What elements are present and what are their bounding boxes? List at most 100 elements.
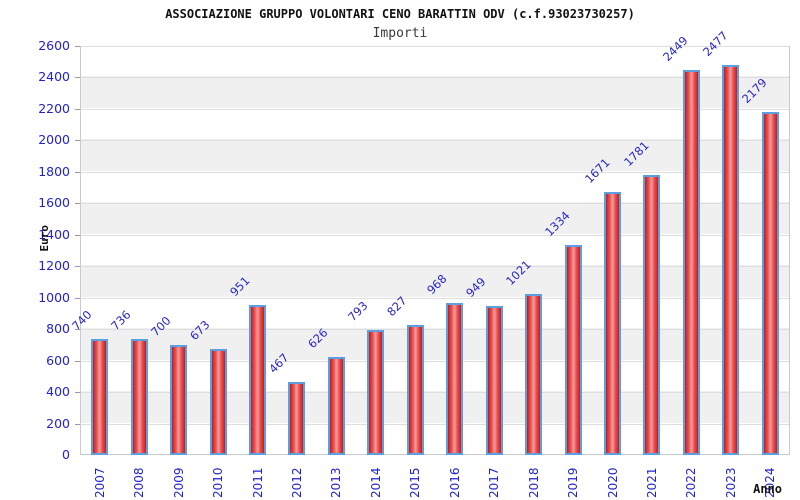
y-tick-mark (75, 392, 80, 394)
x-axis-label: Anno (753, 482, 782, 496)
gridline (81, 266, 789, 268)
y-axis-label: Euro (38, 224, 51, 252)
x-tick-label: 2012 (288, 462, 306, 498)
bar (682, 69, 700, 455)
y-tick-label: 600 (46, 352, 70, 368)
y-tick-label: 1200 (38, 258, 70, 274)
bar (485, 305, 503, 455)
x-tick-label-text: 2010 (211, 467, 226, 498)
y-tick-mark (75, 171, 80, 173)
y-tick-label: 2600 (38, 38, 70, 53)
x-tick-label-text: 2016 (447, 467, 462, 498)
y-tick-mark (75, 423, 80, 425)
bar (130, 339, 148, 455)
bar (209, 349, 227, 455)
gridline (81, 77, 789, 79)
x-tick-label-text: 2013 (329, 467, 344, 498)
grid-band (81, 296, 789, 329)
bar (406, 324, 424, 455)
y-tick-label: 200 (46, 415, 70, 431)
x-tick-label-text: 2023 (723, 467, 738, 498)
x-tick-label-text: 2019 (566, 467, 581, 498)
y-tick-mark (75, 77, 80, 79)
y-tick-mark (75, 46, 80, 47)
grid-band (81, 139, 789, 171)
x-tick-label: 2013 (327, 462, 345, 498)
x-tick-label: 2020 (604, 462, 622, 498)
bar (722, 65, 740, 455)
x-tick-label-text: 2007 (92, 467, 107, 498)
x-tick-label-text: 2020 (605, 467, 620, 498)
x-tick-label: 2022 (682, 462, 700, 498)
bar (327, 356, 345, 455)
x-tick-label: 2018 (525, 462, 543, 498)
gridline (81, 329, 789, 331)
grid-band (81, 359, 789, 392)
y-tick-mark (75, 234, 80, 236)
x-tick-label-text: 2017 (487, 467, 502, 498)
grid-band (81, 202, 789, 234)
x-tick-label-text: 2011 (250, 467, 265, 498)
bar (170, 344, 188, 455)
chart-title: ASSOCIAZIONE GRUPPO VOLONTARI CENO BARAT… (165, 7, 635, 21)
grid-band (81, 422, 789, 454)
y-tick-label: 800 (46, 321, 70, 337)
grid-band (81, 265, 789, 297)
gridline (81, 108, 789, 110)
x-tick-label: 2011 (249, 462, 267, 498)
gridline (81, 203, 789, 205)
y-tick-label: 2200 (38, 100, 70, 116)
y-tick-label: 1800 (38, 163, 70, 179)
y-tick-mark (75, 140, 80, 142)
y-tick-label: 1400 (38, 226, 70, 242)
grid-band (81, 170, 789, 203)
gridline (81, 392, 789, 394)
x-tick-label: 2010 (209, 462, 227, 498)
x-tick-label: 2008 (130, 462, 148, 498)
x-tick-label: 2021 (643, 462, 661, 498)
y-tick-label: 2400 (38, 69, 70, 85)
y-tick-label: 400 (46, 384, 70, 400)
x-tick-label-text: 2012 (289, 467, 304, 498)
bar (564, 245, 582, 455)
bar (643, 174, 661, 455)
gridline (81, 423, 789, 425)
x-tick-label: 2019 (564, 462, 582, 498)
gridline (81, 46, 789, 47)
plot-area (80, 45, 790, 455)
gridline (81, 234, 789, 236)
grid-band (81, 107, 789, 140)
bar (91, 338, 109, 455)
x-tick-label-text: 2021 (644, 467, 659, 498)
y-tick-mark (75, 329, 80, 331)
x-tick-label-text: 2018 (526, 467, 541, 498)
y-tick-label: 2000 (38, 132, 70, 148)
bar (525, 294, 543, 455)
bar (761, 112, 779, 455)
grid-band (81, 391, 789, 423)
bar (249, 305, 266, 455)
x-tick-label: 2015 (406, 462, 424, 498)
bar (367, 330, 385, 455)
gridline (81, 171, 789, 173)
x-tick-label: 2016 (446, 462, 464, 498)
grid-band (81, 328, 789, 360)
x-tick-label: 2014 (367, 462, 385, 498)
bar (604, 192, 621, 455)
x-tick-label: 2017 (485, 462, 503, 498)
bar (446, 302, 464, 455)
chart-subtitle: Importi (372, 26, 428, 41)
gridline (81, 140, 789, 142)
x-tick-label: 2023 (722, 462, 740, 498)
y-tick-label: 1000 (38, 289, 70, 305)
y-tick-mark (75, 297, 80, 299)
x-tick-label: 2009 (170, 462, 188, 498)
gridline (81, 360, 789, 362)
x-tick-label-text: 2014 (368, 467, 383, 498)
grid-band (81, 45, 789, 77)
x-tick-label-text: 2008 (132, 467, 147, 498)
y-tick-label: 1600 (38, 195, 70, 211)
grid-band (81, 76, 789, 108)
y-tick-mark (75, 360, 80, 362)
x-tick-label-text: 2015 (408, 467, 423, 498)
